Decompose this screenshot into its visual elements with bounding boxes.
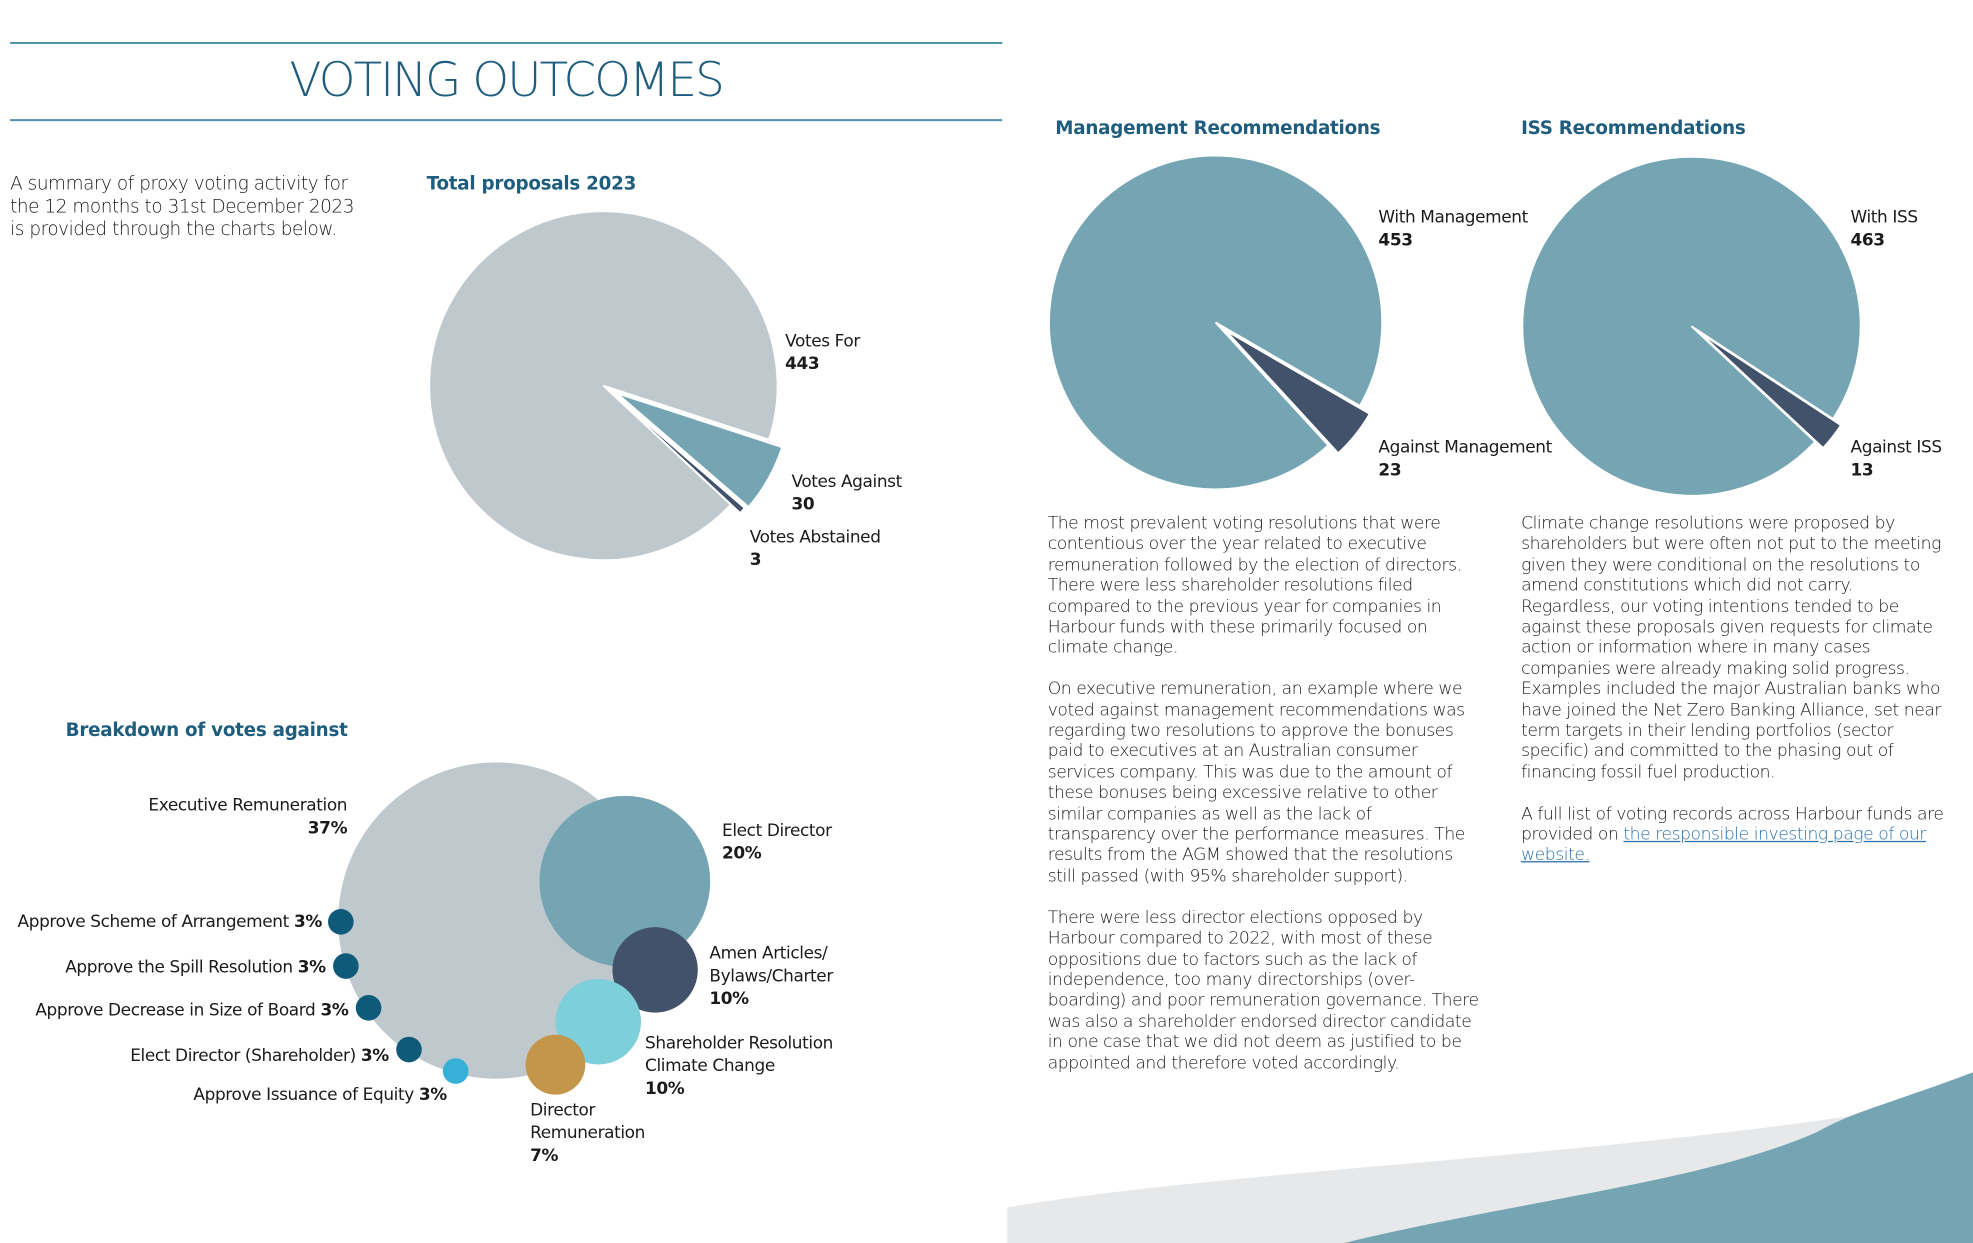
label-name: Against Management — [1378, 438, 1552, 458]
chart-title: ISS Recommendations — [1521, 118, 1746, 140]
label-name: Approve Issuance of Equity — [193, 1086, 414, 1106]
label-value: 3% — [297, 958, 326, 978]
label-name: Director Remuneration — [530, 1101, 645, 1144]
label-name: With ISS — [1850, 208, 1919, 228]
column: The most prevalent voting resolutions th… — [1048, 513, 1483, 1094]
bubble — [333, 953, 359, 979]
paragraph: The most prevalent voting resolutions th… — [1047, 513, 1462, 659]
label-name: Amen Articles/ Bylaws/Charter — [709, 944, 833, 987]
bubble-label: Director Remuneration 7% — [530, 1100, 656, 1168]
label-value: 443 — [785, 355, 820, 375]
bubble — [612, 927, 698, 1013]
label-name: Elect Director — [722, 821, 832, 841]
paragraph: Climate change resolutions were proposed… — [1521, 513, 1942, 783]
label-value: 7% — [530, 1146, 559, 1166]
text: A full list of voting records across Har… — [1521, 803, 1944, 845]
bubble — [539, 795, 711, 967]
label-value: 453 — [1378, 231, 1413, 251]
bubble-label: Approve Decrease in Size of Board 3% — [35, 1000, 348, 1023]
label-value: 23 — [1378, 461, 1402, 481]
paragraph: On executive remuneration, an example wh… — [1047, 679, 1466, 887]
label-name: Approve the Spill Resolution — [65, 958, 293, 978]
label-name: Shareholder Resolution Climate Change — [645, 1034, 834, 1077]
slice-label: Votes Against 30 — [791, 472, 902, 518]
pie-slice — [1698, 331, 1843, 450]
slice-label: With ISS 463 — [1850, 207, 1919, 253]
label-name: Approve Decrease in Size of Board — [35, 1001, 316, 1021]
label-value: 20% — [722, 844, 762, 864]
wave — [1344, 1072, 1973, 1243]
label-value: 10% — [709, 990, 749, 1010]
bubble — [396, 1036, 422, 1063]
label-name: Votes For — [785, 332, 860, 352]
label-value: 10% — [645, 1079, 685, 1099]
bubble-label: Elect Director (Shareholder) 3% — [130, 1046, 389, 1069]
paragraph: There were less director elections oppos… — [1047, 907, 1479, 1073]
label-value: 3% — [320, 1001, 349, 1021]
bubble-label: Executive Remuneration 37% — [148, 795, 347, 841]
bubble — [328, 908, 354, 935]
label-name: Against ISS — [1850, 438, 1943, 458]
label-name: Elect Director (Shareholder) — [130, 1047, 356, 1066]
label-name: Votes Abstained — [749, 528, 881, 548]
intro: A summary of proxy voting activity for t… — [10, 173, 354, 241]
slice-label: Votes Abstained 3 — [750, 527, 881, 573]
label-name: Approve Scheme of Arrangement — [17, 912, 290, 932]
slice-label: With Management 453 — [1378, 207, 1528, 253]
column: Climate change resolutions were proposed… — [1521, 513, 1950, 886]
pie-slice — [428, 210, 779, 562]
label-value: 30 — [791, 495, 815, 515]
bubble-label: Approve Issuance of Equity 3% — [193, 1085, 447, 1108]
label-name: Votes Against — [791, 472, 902, 492]
chart-title: Breakdown of votes against — [65, 720, 348, 741]
label-value: 13 — [1850, 461, 1874, 481]
bubble — [525, 1034, 586, 1095]
bubble-label: Amen Articles/ Bylaws/Charter 10% — [709, 943, 842, 1011]
label-value: 3% — [360, 1047, 389, 1066]
pie-slice — [612, 393, 747, 515]
link[interactable]: the responsible investing page of our we… — [1521, 824, 1927, 866]
label-value: 3% — [293, 912, 322, 932]
label-name: Executive Remuneration — [148, 796, 348, 816]
slice-label: Against Management 23 — [1378, 438, 1552, 484]
chart-title: Total proposals 2023 — [426, 174, 637, 195]
label-value: 3 — [749, 551, 762, 571]
bubble-label: Approve Scheme of Arrangement 3% — [17, 912, 323, 935]
bubble — [355, 994, 382, 1021]
bubble-label: Approve the Spill Resolution 3% — [65, 957, 326, 980]
bubble — [555, 978, 641, 1065]
label-name: With Management — [1378, 208, 1528, 228]
chart-title: Management Recommendations — [1055, 118, 1381, 140]
label-value: 3% — [418, 1086, 447, 1106]
slice-label: Against ISS 13 — [1850, 438, 1943, 484]
paragraph: A full list of voting records across Har… — [1521, 804, 1950, 866]
pie-slice — [615, 392, 784, 509]
pie-slice — [1048, 154, 1384, 491]
label-value: 37% — [307, 819, 348, 839]
bubble — [442, 1058, 469, 1084]
bubble-label: Elect Director 20% — [722, 821, 873, 867]
bubble-label: Shareholder Resolution Climate Change 10% — [645, 1033, 847, 1101]
page-title: VOTING OUTCOMES — [289, 53, 725, 108]
pie-slice — [1521, 155, 1862, 497]
label-value: 463 — [1850, 231, 1886, 251]
pie-slice — [1224, 329, 1372, 455]
slice-label: Votes For 443 — [785, 331, 860, 377]
